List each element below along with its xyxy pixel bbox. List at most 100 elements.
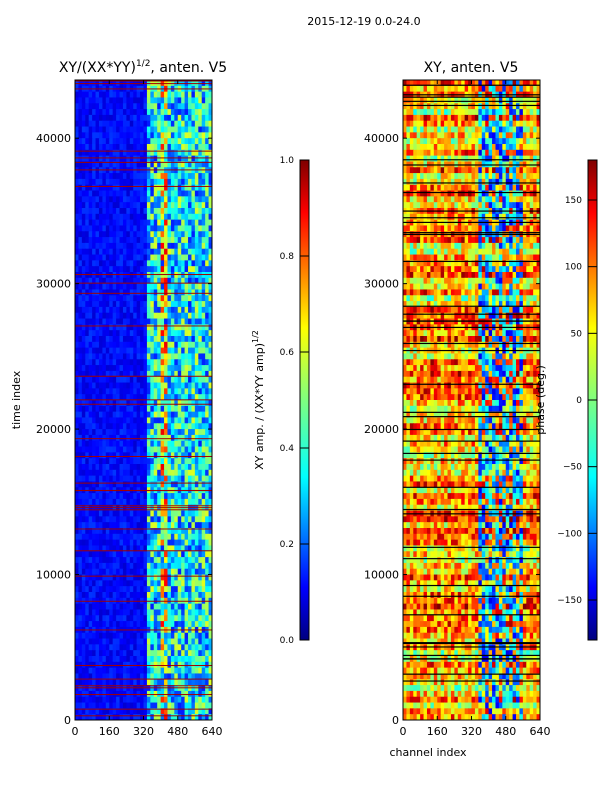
amp-heatmap-cell [112,679,117,686]
phase-heatmap-cell [416,80,421,87]
amp-heatmap-cell [198,225,203,232]
phase-heatmap-cell [420,120,425,128]
amp-heatmap-cell [198,394,203,401]
amp-heatmap-cell [98,103,103,110]
amp-heatmap-cell [191,400,196,407]
amp-heatmap-cell [88,196,93,203]
amp-heatmap-cell [119,109,124,116]
amp-heatmap-cell [205,260,210,267]
amp-heatmap-cell [102,97,107,104]
amp-heatmap-cell [164,603,169,611]
amp-heatmap-cell [174,562,179,570]
phase-heatmap-cell [468,97,473,104]
amp-heatmap-cell [78,312,83,320]
phase-heatmap-cell [485,80,490,87]
amp-heatmap-cell [153,609,158,616]
amp-heatmap-cell [160,440,165,448]
amp-heatmap-cell [122,254,127,261]
phase-heatmap-cell [512,120,517,128]
amp-heatmap-cell [160,528,165,535]
amp-heatmap-cell [150,202,155,209]
amp-heatmap-cell [75,469,80,477]
amp-heatmap-cell [136,132,141,139]
amp-heatmap-cell [116,190,121,197]
amp-heatmap-cell [119,196,124,203]
amp-heatmap-cell [133,330,138,337]
amp-heatmap-cell [119,248,124,256]
amp-heatmap-cell [95,667,100,675]
amp-heatmap-cell [112,283,117,291]
amp-heatmap-cell [78,202,83,209]
amp-heatmap-cell [129,242,134,250]
amp-heatmap-cell [75,714,80,720]
amp-heatmap-cell [181,336,186,343]
amp-heatmap-cell [98,388,103,395]
amp-heatmap-cell [119,708,124,715]
amp-heatmap-cell [150,306,155,314]
amp-heatmap-cell [129,423,134,430]
amp-heatmap-cell [181,318,186,325]
amp-heatmap-cell [157,673,162,680]
amp-heatmap-cell [188,673,193,680]
amp-heatmap-cell [146,155,151,163]
amp-heatmap-cell [153,225,158,232]
amp-heatmap-cell [194,312,199,320]
amp-heatmap-cell [92,469,97,477]
amp-heatmap-cell [157,196,162,203]
amp-heatmap-cell [81,394,86,401]
phase-heatmap-cell [464,80,469,87]
amp-heatmap-cell [205,522,210,529]
amp-heatmap-cell [133,481,138,488]
amp-heatmap-cell [170,202,175,209]
amp-heatmap-cell [208,592,212,599]
amp-heatmap-cell [208,702,212,709]
phase-heatmap-cell [433,149,438,157]
amp-heatmap-cell [116,562,121,570]
amp-heatmap-cell [170,586,175,593]
amp-heatmap-cell [98,242,103,250]
amp-heatmap-cell [201,167,206,174]
phase-heatmap-cell [461,97,466,104]
amp-heatmap-cell [105,347,110,355]
amp-heatmap-cell [177,225,182,232]
amp-heatmap-cell [88,254,93,261]
amp-heatmap-cell [140,592,145,599]
phase-heatmap-cell [444,80,449,87]
amp-heatmap-cell [143,306,148,314]
amp-heatmap-cell [92,667,97,675]
amp-heatmap-cell [126,266,131,273]
amp-heatmap-cell [184,138,189,145]
amp-heatmap-cell [160,498,165,506]
phase-heatmap-cell [492,85,497,93]
amp-heatmap-cell [126,376,131,384]
amp-heatmap-cell [167,696,172,704]
amp-heatmap-cell [136,341,141,349]
amp-heatmap-cell [157,237,162,244]
amp-heatmap-cell [160,370,165,378]
amp-heatmap-cell [140,289,145,296]
phase-heatmap-cell [420,126,425,133]
amp-heatmap-cell [109,621,114,628]
amp-heatmap-cell [143,469,148,477]
amp-heatmap-cell [102,696,107,704]
amp-heatmap-cell [181,498,186,506]
amp-heatmap-cell [112,213,117,221]
amp-heatmap-cell [177,353,182,360]
amp-heatmap-cell [164,353,169,360]
amp-heatmap-cell [112,254,117,261]
amp-heatmap-cell [81,277,86,285]
amp-heatmap-cell [150,568,155,576]
amp-heatmap-cell [88,469,93,477]
amp-heatmap-cell [102,155,107,163]
amp-heatmap-cell [201,400,206,407]
amp-heatmap-cell [208,551,212,558]
amp-heatmap-cell [188,609,193,616]
amp-heatmap-cell [194,370,199,378]
amp-heatmap-cell [174,528,179,535]
amp-heatmap-cell [78,283,83,291]
amp-heatmap-cell [81,242,86,250]
amp-heatmap-cell [194,394,199,401]
amp-heatmap-cell [102,196,107,203]
amp-flagged-row [75,715,212,717]
amp-heatmap-cell [157,481,162,488]
